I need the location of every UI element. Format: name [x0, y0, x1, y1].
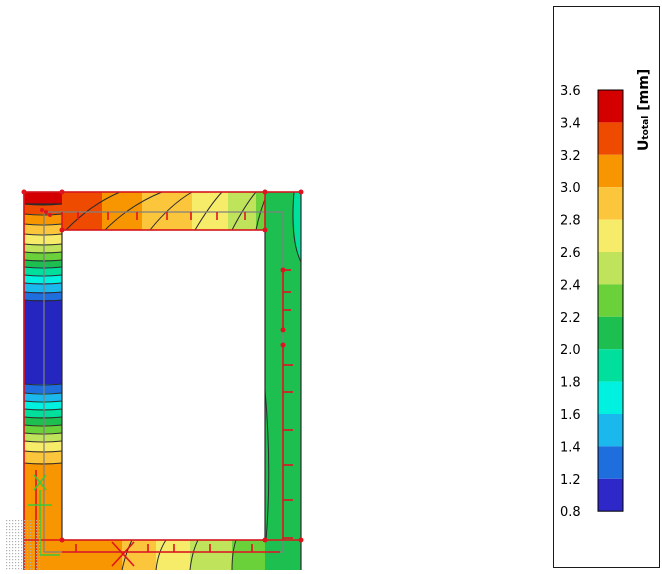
legend-swatch: [598, 122, 623, 155]
legend-swatch: [598, 478, 623, 512]
color-scale-legend: 3.6 3.4 3.2 3.0 2.8 2.6 2.4 2.2 2.0 1.8 1.6 1.4 1.2 0…: [560, 69, 652, 520]
legend-labels: 3.6 3.4 3.2 3.0 2.8 2.6 2.4 2.2 2.0 1.8 1.6 1.4 1.2 0…: [560, 84, 581, 520]
legend-swatch: [598, 381, 623, 414]
legend-swatch: [598, 219, 623, 252]
legend-label: 1.4: [560, 440, 581, 455]
legend-swatches: [597, 89, 624, 512]
legend-label: 3.4: [560, 116, 581, 131]
legend-label: 1.8: [560, 376, 581, 391]
legend-swatch: [598, 90, 623, 123]
legend-label: 1.2: [560, 473, 581, 488]
legend-label: 3.0: [560, 181, 581, 196]
legend-swatch: [598, 187, 623, 220]
legend-swatch: [598, 414, 623, 447]
legend-label: 0.8: [560, 505, 581, 520]
legend-swatch: [598, 446, 623, 479]
legend-swatch: [598, 349, 623, 382]
bottom-beam-contours: [62, 539, 265, 571]
legend-label: 2.0: [560, 343, 581, 358]
left-column-contours: [23, 192, 63, 570]
legend-swatch: [598, 316, 623, 350]
grid-patch: [6, 520, 41, 570]
frame-opening: [62, 230, 265, 540]
legend-label: 3.6: [560, 84, 581, 99]
legend-label: 2.4: [560, 278, 581, 293]
legend-label: 1.6: [560, 408, 581, 423]
top-beam-contours: [62, 191, 269, 231]
legend-title: Utotal [mm]: [636, 69, 652, 151]
legend-label: 2.6: [560, 246, 581, 261]
legend-swatch: [598, 154, 623, 188]
legend-label: 2.8: [560, 214, 581, 229]
legend-label: 3.2: [560, 149, 581, 164]
model-viewport[interactable]: [0, 0, 540, 574]
node-points: [21, 189, 304, 543]
legend-swatch: [598, 252, 623, 285]
frame-deformation-plot[interactable]: [0, 0, 540, 574]
legend-label: 2.2: [560, 311, 581, 326]
legend-swatch: [598, 284, 623, 317]
